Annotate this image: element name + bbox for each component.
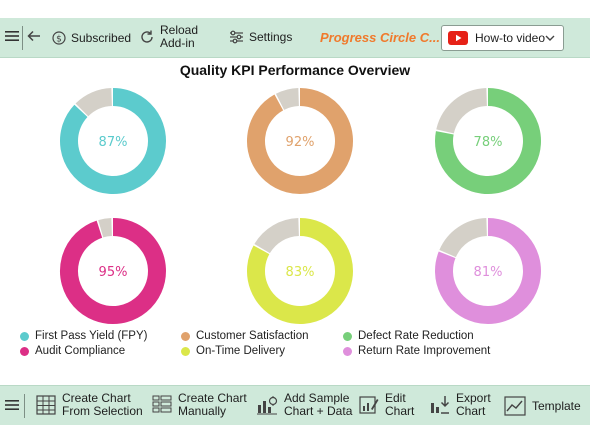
edit-line2: Chart bbox=[385, 404, 415, 418]
legend-color-dot bbox=[181, 346, 190, 356]
chart-title: Quality KPI Performance Overview bbox=[179, 62, 411, 78]
legend-label: Return Rate Improvement bbox=[358, 345, 491, 357]
legend-color-dot bbox=[343, 331, 352, 341]
export-line1: Export bbox=[456, 391, 491, 405]
legend-color-dot bbox=[343, 346, 352, 356]
chart-area: Quality KPI Performance Overview 87% 92% 7… bbox=[0, 58, 590, 385]
legend-item: Audit Compliance bbox=[20, 345, 125, 357]
template-label: Template bbox=[532, 398, 581, 413]
add-sample-chart-button[interactable]: Add Sample Chart + Data bbox=[256, 392, 352, 418]
howto-video-dropdown[interactable]: How-to video bbox=[441, 25, 564, 51]
export-line2: Chart bbox=[456, 404, 486, 418]
create-selection-line2: From Selection bbox=[62, 404, 143, 418]
settings-label: Settings bbox=[249, 29, 293, 44]
create-manual-line2: Manually bbox=[178, 404, 227, 418]
chevron-down-icon bbox=[545, 35, 555, 41]
svg-text:$: $ bbox=[56, 34, 62, 44]
legend-label: First Pass Yield (FPY) bbox=[35, 330, 148, 342]
settings-button[interactable]: Settings bbox=[229, 30, 292, 44]
ring-remainder-arc bbox=[275, 88, 300, 111]
legend-item: On-Time Delivery bbox=[181, 345, 285, 357]
dollar-circle-icon: $ bbox=[52, 31, 66, 45]
ring-progress-arc bbox=[247, 88, 353, 194]
legend-label: On-Time Delivery bbox=[196, 345, 286, 357]
ring-remainder-arc bbox=[98, 218, 113, 238]
export-chart-button[interactable]: Export Chart bbox=[430, 392, 491, 418]
legend-color-dot bbox=[20, 346, 29, 356]
legend-label: Audit Compliance bbox=[35, 345, 126, 357]
add-sample-line1: Add Sample bbox=[284, 391, 350, 405]
ring-remainder-arc bbox=[436, 88, 488, 134]
legend-label: Defect Rate Reduction bbox=[358, 330, 474, 342]
top-toolbar: $ Subscribed Reload Add-in Settings Prog… bbox=[0, 18, 590, 58]
ring-progress-arc bbox=[60, 218, 166, 324]
template-button[interactable]: Template bbox=[504, 396, 581, 416]
reload-label-line2: Add-in bbox=[160, 36, 195, 50]
legend-label: Customer Satisfaction bbox=[196, 330, 309, 342]
reload-label-line1: Reload bbox=[160, 23, 199, 37]
export-download-icon bbox=[431, 396, 450, 414]
legend-color-dot bbox=[20, 331, 29, 341]
create-manual-line1: Create Chart bbox=[178, 391, 247, 405]
ring-remainder-arc bbox=[75, 88, 113, 117]
ring-progress-arc bbox=[435, 88, 541, 194]
toolbar-divider bbox=[24, 394, 25, 418]
ring-progress-arc bbox=[60, 88, 166, 194]
edit-chart-icon bbox=[359, 396, 379, 414]
legend-item: Customer Satisfaction bbox=[181, 330, 309, 342]
hamburger-icon bbox=[5, 31, 19, 41]
back-arrow-icon bbox=[27, 30, 40, 42]
ring-value-label: 83% bbox=[286, 265, 315, 280]
bottom-toolbar: Create Chart From Selection Create Chart… bbox=[0, 385, 590, 425]
legend-color-dot bbox=[181, 331, 190, 341]
progress-ring: 81% bbox=[435, 218, 541, 324]
progress-rings: 87% 92% 78% 95% 83% 81% bbox=[60, 88, 541, 324]
progress-ring: 78% bbox=[435, 88, 541, 194]
hamburger-icon bbox=[5, 400, 19, 410]
ring-value-label: 78% bbox=[474, 135, 503, 150]
legend-item: Return Rate Improvement bbox=[343, 345, 490, 357]
ring-remainder-arc bbox=[254, 218, 300, 254]
progress-ring: 92% bbox=[247, 88, 353, 194]
settings-sliders-icon bbox=[230, 30, 243, 44]
ring-progress-arc bbox=[247, 218, 353, 324]
howto-video-label: How-to video bbox=[475, 31, 546, 45]
add-sample-line2: Chart + Data bbox=[284, 404, 353, 418]
legend-item: First Pass Yield (FPY) bbox=[20, 330, 147, 342]
toolbar-divider bbox=[22, 26, 23, 50]
bottom-whitespace bbox=[0, 425, 590, 441]
menu-button[interactable] bbox=[5, 30, 19, 42]
ring-remainder-arc bbox=[439, 218, 488, 258]
template-chart-icon bbox=[504, 396, 526, 416]
reload-addin-button[interactable]: Reload Add-in bbox=[139, 24, 198, 50]
youtube-icon bbox=[448, 31, 468, 45]
progress-ring: 95% bbox=[60, 218, 166, 324]
sample-chart-icon bbox=[257, 396, 278, 415]
subscribed-button[interactable]: $ Subscribed bbox=[52, 31, 131, 45]
edit-line1: Edit bbox=[385, 391, 406, 405]
progress-ring: 87% bbox=[60, 88, 166, 194]
back-button[interactable] bbox=[27, 29, 41, 43]
table-edit-icon bbox=[152, 395, 172, 413]
create-selection-line1: Create Chart bbox=[62, 391, 131, 405]
ring-value-label: 95% bbox=[99, 265, 128, 280]
ring-value-label: 92% bbox=[286, 135, 315, 150]
bottom-menu-button[interactable] bbox=[5, 399, 19, 411]
reload-icon bbox=[141, 30, 153, 43]
addin-brand-title: Progress Circle C... bbox=[320, 30, 440, 45]
table-grid-icon bbox=[36, 395, 56, 415]
top-whitespace bbox=[0, 0, 590, 18]
ring-progress-arc bbox=[435, 218, 541, 324]
legend-item: Defect Rate Reduction bbox=[343, 330, 474, 342]
edit-chart-button[interactable]: Edit Chart bbox=[359, 392, 414, 418]
subscribed-label: Subscribed bbox=[71, 30, 132, 45]
ring-value-label: 87% bbox=[99, 135, 128, 150]
ring-value-label: 81% bbox=[474, 265, 503, 280]
create-chart-manually-button[interactable]: Create Chart Manually bbox=[152, 392, 247, 418]
create-chart-from-selection-button[interactable]: Create Chart From Selection bbox=[36, 392, 143, 418]
progress-ring: 83% bbox=[247, 218, 353, 324]
